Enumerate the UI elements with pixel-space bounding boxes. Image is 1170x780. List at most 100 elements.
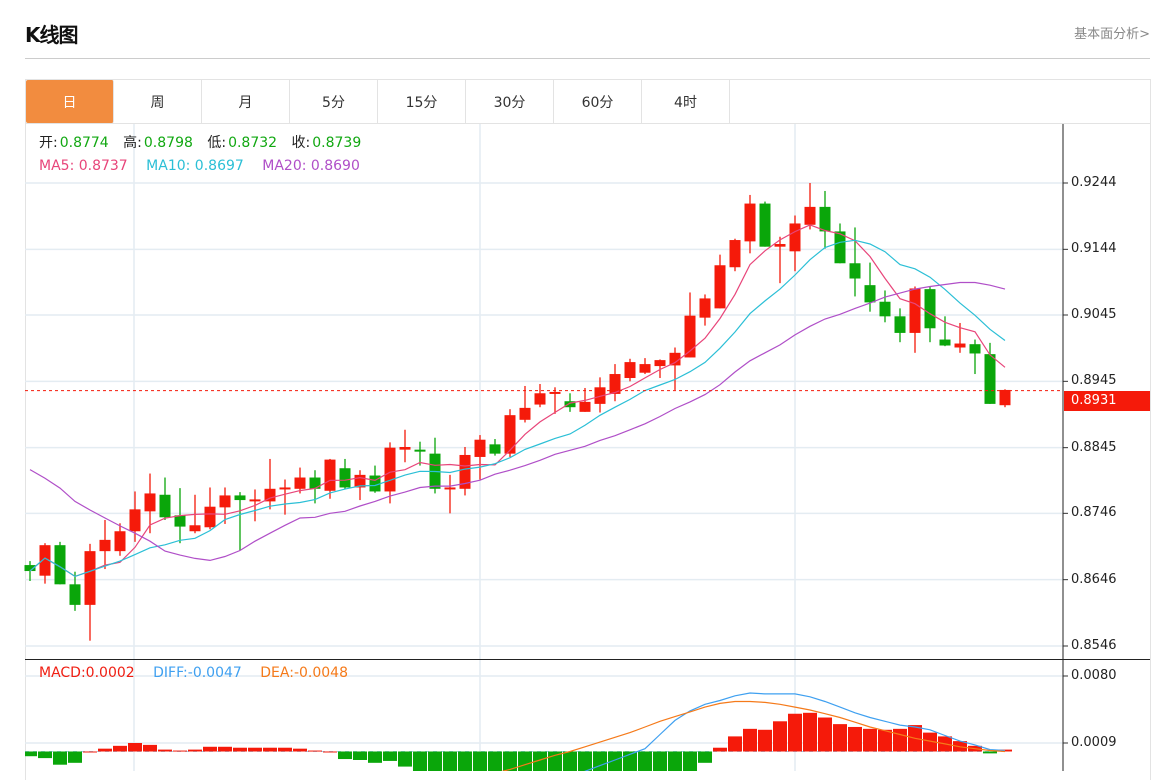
candle-up (144, 493, 156, 512)
candle-up (324, 459, 336, 491)
macd-bar (608, 751, 622, 771)
candle-down (879, 301, 891, 317)
macd-bar (818, 717, 832, 752)
macd-bar (668, 751, 682, 771)
candle-down (339, 468, 351, 488)
macd-bar (683, 751, 697, 771)
diff-line (583, 692, 1006, 771)
candle-up (99, 539, 111, 552)
tab-15min[interactable]: 15分 (378, 80, 466, 123)
macd-bar (788, 713, 802, 752)
macd-axis-label: 0.0080 (1071, 668, 1117, 683)
macd-bar (353, 751, 367, 760)
candle-up (129, 509, 141, 532)
candle-down (54, 545, 66, 585)
price-axis-label: 0.8746 (1071, 505, 1117, 521)
candle-down (864, 285, 876, 303)
candle-down (939, 339, 951, 346)
candle-down (819, 206, 831, 232)
candle-up (669, 352, 681, 366)
candle-up (909, 288, 921, 333)
candle-up (354, 474, 366, 488)
candle-down (924, 289, 936, 329)
candle-up (84, 551, 96, 605)
candle-down (309, 477, 321, 489)
tab-60min[interactable]: 60分 (554, 80, 642, 123)
candle-up (774, 244, 786, 247)
tab-4hour[interactable]: 4时 (642, 80, 730, 123)
candle-down (984, 354, 996, 404)
macd-bar (53, 751, 67, 765)
price-axis-label: 0.8845 (1071, 439, 1117, 455)
macd-bar (998, 749, 1012, 752)
candle-up (459, 454, 471, 489)
macd-bar (158, 749, 172, 752)
candle-up (654, 360, 666, 367)
macd-bar (863, 728, 877, 752)
open-label: 开: (39, 135, 58, 151)
macd-bar (143, 744, 157, 752)
period-tabs: 日 周 月 5分 15分 30分 60分 4时 (26, 80, 730, 123)
ma20-value: MA20: 0.8690 (262, 158, 360, 174)
macd-bar (878, 729, 892, 752)
macd-bar (38, 751, 52, 759)
candle-down (759, 203, 771, 247)
tab-30min[interactable]: 30分 (466, 80, 554, 123)
candle-down (159, 494, 171, 518)
candle-down (414, 449, 426, 452)
price-axis-label: 0.9045 (1071, 307, 1117, 322)
candle-down (69, 584, 81, 605)
macd-bar (983, 751, 997, 754)
macd-bar (773, 721, 787, 752)
macd-bar (848, 726, 862, 752)
macd-bar (893, 728, 907, 752)
price-axis-label: 0.8546 (1071, 638, 1117, 653)
macd-bar (833, 724, 847, 752)
macd-bar (383, 751, 397, 761)
macd-bar (248, 747, 262, 752)
tab-day[interactable]: 日 (26, 80, 114, 123)
tab-5min[interactable]: 5分 (290, 80, 378, 123)
candle-up (264, 488, 276, 502)
low-value: 0.8732 (228, 135, 278, 151)
macd-bar (758, 729, 772, 752)
tab-week[interactable]: 周 (114, 80, 202, 123)
dea-value: DEA:-0.0048 (260, 665, 348, 681)
candle-up (729, 240, 741, 268)
macd-bar (233, 747, 247, 752)
macd-bar (488, 751, 502, 771)
tab-month[interactable]: 月 (202, 80, 290, 123)
macd-bar (83, 751, 97, 753)
candle-up (39, 545, 51, 576)
macd-bar (128, 743, 142, 752)
candle-down (369, 475, 381, 492)
diff-value: DIFF:-0.0047 (153, 665, 242, 681)
macd-bar (338, 751, 352, 760)
macd-bar (173, 750, 187, 752)
close-value: 0.8739 (312, 135, 362, 151)
candle-up (279, 487, 291, 490)
candle-up (399, 447, 411, 450)
macd-bar (263, 747, 277, 752)
low-label: 低: (207, 135, 227, 151)
macd-bar (113, 745, 127, 752)
macd-axis-label: 0.0009 (1071, 735, 1117, 750)
candle-up (684, 315, 696, 358)
fundamental-analysis-link[interactable]: 基本面分析> (1074, 27, 1150, 42)
macd-bar (398, 751, 412, 767)
candle-up (624, 362, 636, 379)
candle-down (24, 565, 36, 572)
candle-up (579, 401, 591, 412)
candle-up (534, 393, 546, 405)
price-axis-label: 0.9244 (1071, 175, 1117, 190)
candle-down (849, 263, 861, 279)
macd-bar (443, 751, 457, 771)
high-label: 高: (123, 135, 142, 151)
macd-bar (458, 751, 472, 771)
price-axis-label: 0.8945 (1071, 373, 1117, 388)
ma10-value: MA10: 0.8697 (146, 158, 244, 174)
macd-bar (503, 751, 517, 771)
macd-bar (563, 751, 577, 771)
candle-down (564, 401, 576, 408)
